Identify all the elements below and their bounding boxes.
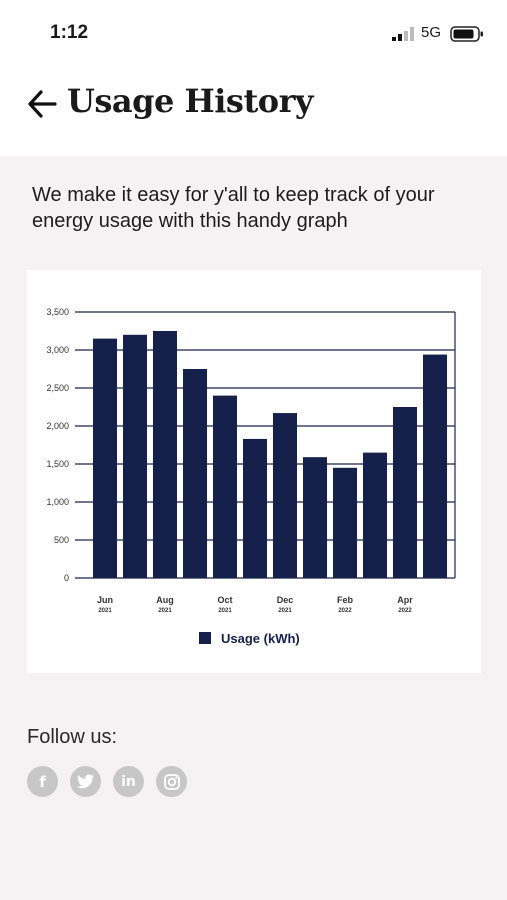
twitter-bird-glyph — [76, 774, 94, 789]
usage-bar-chart: 0 500 1,000 1,500 2,000 2,500 3,000 3,500 Jun 202… — [46, 307, 456, 646]
y-tick-label: 3,500 — [46, 307, 69, 317]
network-type: 5G — [421, 24, 442, 41]
facebook-icon[interactable]: f — [27, 766, 58, 797]
y-tick-label: 3,000 — [46, 345, 69, 355]
y-tick-label: 1,500 — [46, 459, 69, 469]
follow-us-label: Follow us: — [27, 726, 118, 748]
intro-text: We make it easy for y'all to keep track … — [32, 184, 435, 232]
x-tick-label-year: 2021 — [218, 608, 232, 614]
bar — [333, 467, 357, 578]
x-tick-label-month: Feb — [337, 595, 354, 605]
x-tick-label-year: 2022 — [338, 608, 352, 614]
legend-swatch — [199, 632, 211, 644]
y-tick-label: 500 — [54, 535, 69, 545]
x-tick-label-month: Jun — [97, 595, 113, 605]
y-tick-label: 2,500 — [46, 383, 69, 393]
bar — [123, 334, 147, 578]
bar — [273, 413, 297, 578]
bar — [183, 369, 207, 578]
x-tick-label-year: 2021 — [158, 608, 172, 614]
twitter-icon[interactable] — [70, 766, 101, 797]
bar — [213, 395, 237, 578]
bar — [363, 452, 387, 578]
legend-label: Usage (kWh) — [221, 631, 300, 646]
page-title: Usage History — [67, 82, 314, 120]
bar — [93, 338, 117, 578]
bar — [423, 354, 447, 578]
status-bar: 1:12 5G — [0, 0, 507, 66]
instagram-icon[interactable] — [156, 766, 187, 797]
bar — [153, 331, 177, 578]
instagram-camera-glyph — [163, 773, 180, 790]
bar — [243, 438, 267, 578]
x-tick-label-year: 2022 — [398, 608, 412, 614]
cellular-signal-icon — [392, 27, 414, 41]
back-arrow-icon — [28, 90, 57, 118]
x-tick-label-month: Apr — [397, 595, 413, 605]
y-tick-label: 0 — [64, 573, 69, 583]
bar — [393, 407, 417, 578]
battery-icon — [450, 26, 483, 42]
status-time: 1:12 — [50, 22, 89, 43]
y-tick-label: 2,000 — [46, 421, 69, 431]
social-links: f in — [27, 766, 187, 798]
x-tick-label-month: Dec — [277, 595, 294, 605]
x-tick-label-year: 2021 — [278, 608, 292, 614]
usage-chart-card: 0 500 1,000 1,500 2,000 2,500 3,000 3,500 Jun 202… — [27, 270, 481, 673]
x-tick-label-month: Aug — [156, 595, 174, 605]
y-tick-label: 1,000 — [46, 497, 69, 507]
back-button[interactable] — [22, 84, 62, 124]
x-tick-label-year: 2021 — [98, 608, 112, 614]
linkedin-icon[interactable]: in — [113, 766, 144, 797]
x-tick-label-month: Oct — [217, 595, 232, 605]
bar — [303, 457, 327, 578]
app-header: Usage History — [0, 66, 507, 156]
